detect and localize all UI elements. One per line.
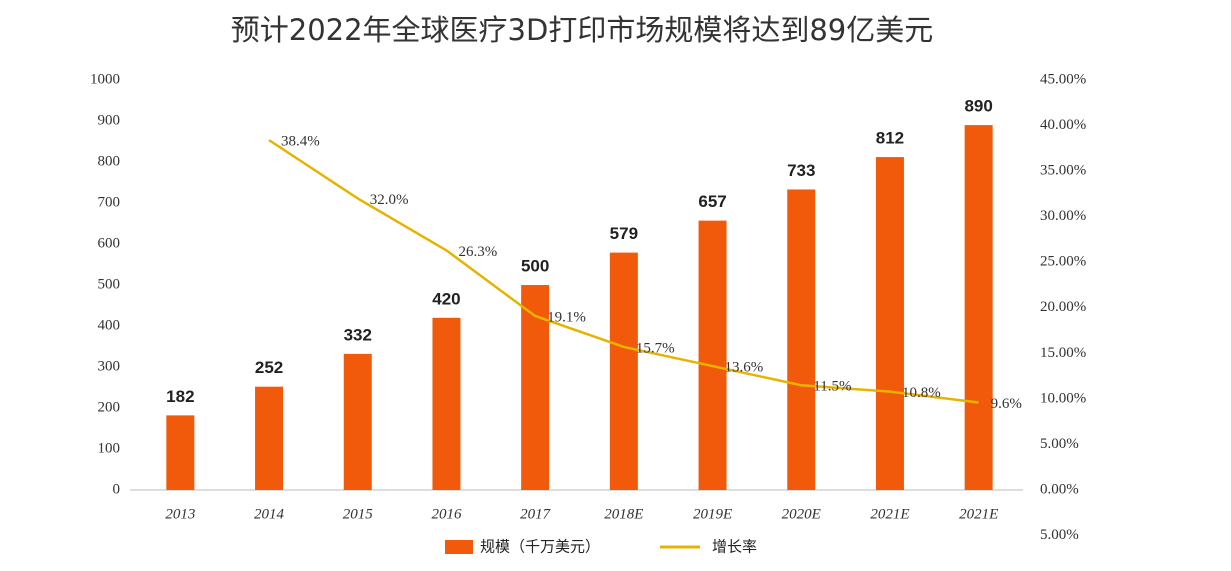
growth-line bbox=[268, 139, 979, 404]
y-tick-label: 500 bbox=[98, 276, 121, 292]
x-tick-label: 2017 bbox=[520, 506, 552, 522]
bar bbox=[432, 317, 461, 490]
bar-value-label: 252 bbox=[255, 358, 283, 377]
line-value-label: 10.8% bbox=[902, 385, 941, 401]
x-tick-label: 2020E bbox=[782, 506, 821, 522]
y2-tick-label: 15.00% bbox=[1040, 345, 1086, 361]
y2-tick-label: 25.00% bbox=[1040, 254, 1086, 270]
y-tick-label: 1000 bbox=[90, 71, 120, 87]
y-tick-label: 900 bbox=[98, 112, 121, 128]
x-tick-label: 2015 bbox=[343, 506, 374, 522]
y2-tick-label: 5.00% bbox=[1040, 527, 1079, 543]
bar-value-label: 332 bbox=[344, 325, 372, 344]
y-tick-label: 300 bbox=[98, 358, 121, 374]
y-tick-label: 100 bbox=[98, 440, 121, 456]
y-tick-label: 600 bbox=[98, 235, 121, 251]
x-tick-label: 2013 bbox=[165, 506, 195, 522]
legend-label: 增长率 bbox=[712, 538, 757, 556]
bar bbox=[343, 353, 372, 490]
x-tick-label: 2018E bbox=[604, 506, 643, 522]
line-value-label: 11.5% bbox=[813, 379, 851, 395]
y2-tick-label: 45.00% bbox=[1040, 71, 1086, 87]
y2-tick-label: 5.00% bbox=[1040, 436, 1079, 452]
y2-tick-label: 35.00% bbox=[1040, 163, 1086, 179]
y2-tick-label: 20.00% bbox=[1040, 299, 1086, 315]
bar-value-label: 890 bbox=[964, 97, 992, 116]
bar-value-label: 420 bbox=[432, 289, 460, 308]
bar bbox=[787, 189, 816, 490]
line-value-label: 26.3% bbox=[458, 244, 497, 260]
y-tick-label: 200 bbox=[98, 399, 121, 415]
x-tick-label: 2016 bbox=[431, 506, 462, 522]
y2-tick-label: 10.00% bbox=[1040, 390, 1086, 406]
x-tick-label: 2021E bbox=[870, 506, 909, 522]
bar-value-label: 733 bbox=[787, 161, 815, 180]
line-value-label: 32.0% bbox=[370, 192, 409, 208]
y-tick-label: 400 bbox=[98, 317, 121, 333]
bar-value-label: 579 bbox=[610, 224, 638, 243]
bar-value-label: 812 bbox=[876, 129, 904, 148]
line-value-label: 19.1% bbox=[547, 309, 586, 325]
bar bbox=[698, 220, 727, 490]
legend-label: 规模（千万美元） bbox=[480, 538, 600, 556]
bar-value-label: 657 bbox=[698, 192, 726, 211]
y-tick-label: 800 bbox=[98, 153, 121, 169]
bar bbox=[255, 386, 284, 490]
bar bbox=[875, 157, 904, 490]
bar bbox=[964, 125, 993, 490]
chart-title: 预计2022年全球医疗3D打印市场规模将达到89亿美元 bbox=[231, 13, 934, 47]
x-tick-label: 2021E bbox=[959, 506, 998, 522]
y-tick-label: 700 bbox=[98, 194, 121, 210]
bar bbox=[609, 252, 638, 490]
line-value-label: 38.4% bbox=[281, 134, 320, 150]
legend-swatch bbox=[445, 540, 473, 554]
bar-value-label: 500 bbox=[521, 256, 549, 275]
bar-value-label: 182 bbox=[166, 387, 194, 406]
y2-tick-label: 40.00% bbox=[1040, 117, 1086, 133]
line-value-label: 9.6% bbox=[991, 396, 1022, 412]
bar bbox=[166, 415, 195, 490]
y2-tick-label: 30.00% bbox=[1040, 208, 1086, 224]
line-value-label: 13.6% bbox=[725, 360, 764, 376]
y2-tick-label: 0.00% bbox=[1040, 481, 1079, 497]
x-tick-label: 2019E bbox=[693, 506, 732, 522]
x-tick-label: 2014 bbox=[254, 506, 285, 522]
y-tick-label: 0 bbox=[113, 481, 121, 497]
line-value-label: 15.7% bbox=[636, 340, 675, 356]
